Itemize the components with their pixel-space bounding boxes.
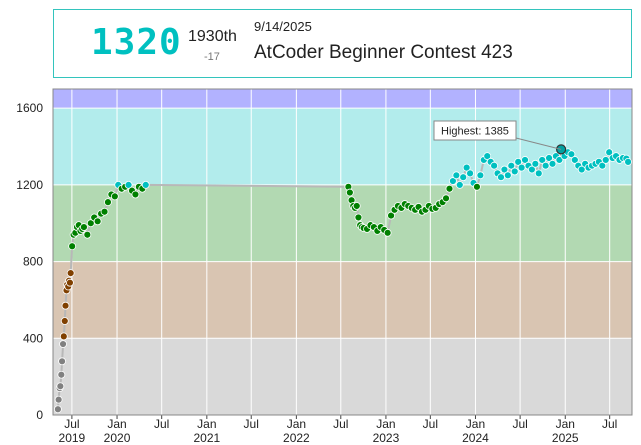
rating-point: [445, 184, 454, 193]
rating-point: [455, 180, 464, 189]
highest-tooltip-box: [433, 120, 517, 141]
contest-place: 1930th: [188, 28, 237, 45]
rating-point: [490, 161, 499, 170]
rating-point: [500, 165, 509, 174]
rating-point: [459, 173, 468, 182]
rating-point: [354, 213, 363, 222]
rating-band: [53, 184, 632, 262]
rating-point: [61, 301, 70, 310]
rating-point: [605, 148, 614, 157]
y-tick-label: 400: [23, 331, 43, 345]
rating-point: [68, 242, 77, 251]
x-year-label: 2025: [552, 431, 579, 445]
x-tick-label: Jul: [423, 417, 438, 431]
rating-point: [483, 152, 492, 161]
rating-point: [462, 163, 471, 172]
rating-point: [100, 207, 109, 216]
x-tick-label: Jan: [466, 417, 485, 431]
rating-point: [555, 156, 564, 164]
rating-point: [59, 332, 68, 341]
y-tick-label: 0: [36, 408, 43, 422]
rating-point: [58, 357, 66, 366]
rating-band: [53, 261, 632, 339]
rating-point: [570, 156, 579, 164]
rating-point: [352, 202, 361, 210]
rating-point: [449, 177, 457, 185]
rating-point: [66, 278, 74, 287]
rating-point: [521, 156, 529, 164]
x-year-label: 2024: [462, 431, 489, 445]
plot-frame: [52, 88, 633, 416]
x-tick-label: Jul: [154, 417, 169, 431]
x-tick-label: Jan: [197, 417, 216, 431]
rating-point: [60, 317, 69, 325]
x-tick-label: Jan: [556, 417, 575, 431]
rating-point: [387, 211, 395, 220]
rating-point: [124, 180, 133, 189]
rating-point: [80, 223, 88, 231]
rating-band: [53, 89, 632, 109]
current-rating: 1320: [91, 22, 182, 63]
rating-band: [53, 338, 632, 415]
rating-delta: -17: [204, 51, 220, 63]
rating-point: [83, 230, 92, 239]
rating-point: [476, 171, 485, 180]
rating-point: [503, 171, 512, 180]
rating-point: [548, 159, 557, 168]
rating-point: [567, 150, 576, 159]
rating-point: [104, 198, 112, 207]
rating-point: [56, 382, 65, 391]
x-tick-label: Jan: [376, 417, 395, 431]
rating-point: [497, 173, 505, 182]
y-tick-label: 1200: [16, 178, 43, 192]
rating-point: [54, 405, 62, 414]
rating-point: [517, 163, 526, 172]
x-tick-label: Jul: [64, 417, 79, 431]
x-tick-label: Jul: [512, 417, 527, 431]
rating-point: [383, 228, 392, 237]
rating-point: [131, 190, 140, 199]
x-year-label: 2023: [373, 431, 400, 445]
rating-point: [66, 269, 75, 277]
rating-point: [601, 156, 610, 164]
y-tick-label: 800: [23, 255, 43, 269]
rating-point: [59, 340, 67, 348]
rating-point: [345, 188, 354, 197]
x-tick-label: Jan: [107, 417, 126, 431]
x-year-label: 2022: [283, 431, 310, 445]
rating-point: [510, 167, 519, 176]
rating-point: [110, 192, 119, 201]
rating-point: [528, 165, 536, 174]
contest-status-card: 1320 1930th -17 9/14/2025 AtCoder Beginn…: [53, 9, 632, 78]
rating-point: [541, 161, 550, 170]
contest-date: 9/14/2025: [254, 19, 312, 34]
contest-name[interactable]: AtCoder Beginner Contest 423: [254, 42, 513, 63]
highest-tooltip-pointer: [515, 137, 562, 150]
highest-tooltip-label: Highest: 1385: [441, 126, 509, 138]
y-tick-label: 1600: [16, 101, 43, 115]
rating-band: [53, 108, 632, 185]
rating-point: [473, 182, 481, 191]
rating-point: [624, 157, 632, 166]
rating-point: [466, 169, 474, 178]
rating-point: [54, 395, 63, 404]
rating-point: [57, 370, 66, 379]
rating-point: [598, 161, 607, 170]
x-tick-label: Jul: [244, 417, 259, 431]
x-tick-label: Jul: [602, 417, 617, 431]
rating-point: [531, 159, 540, 168]
rating-point: [534, 169, 543, 178]
rating-point: [452, 171, 461, 180]
x-year-label: 2019: [59, 431, 86, 445]
x-tick-label: Jan: [287, 417, 306, 431]
x-year-label: 2021: [193, 431, 220, 445]
rating-point: [442, 194, 450, 203]
rating-point: [507, 161, 516, 170]
x-tick-label: Jul: [333, 417, 348, 431]
x-year-label: 2020: [104, 431, 131, 445]
rating-point: [141, 180, 150, 189]
rating-point: [93, 217, 102, 226]
